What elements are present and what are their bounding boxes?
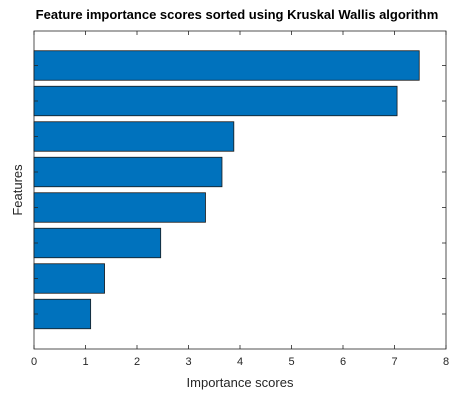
- bars: [33, 50, 420, 330]
- ticks: 0 1 2 3 4 5 6 7 8: [31, 31, 449, 368]
- bar: [33, 227, 162, 259]
- bar: [33, 263, 105, 294]
- x-tick-label: 1: [82, 356, 88, 368]
- x-tick-label: 3: [185, 356, 191, 368]
- x-tick-label: 6: [340, 356, 346, 368]
- bar: [33, 192, 206, 223]
- chart-title: Feature importance scores sorted using K…: [36, 7, 439, 22]
- x-tick-label: 7: [391, 356, 397, 368]
- x-tick-label: 2: [134, 356, 140, 368]
- bar: [33, 298, 92, 330]
- bar: [33, 85, 398, 117]
- x-axis-label: Importance scores: [187, 375, 294, 390]
- x-tick-label: 5: [288, 356, 294, 368]
- y-axis-label: Features: [10, 164, 25, 216]
- x-tick-label: 0: [31, 356, 37, 368]
- bar: [33, 50, 420, 81]
- plot-area: [33, 30, 447, 350]
- x-tick-label: 4: [237, 356, 243, 368]
- x-tick-label: 8: [443, 356, 449, 368]
- bar: [33, 156, 223, 188]
- bar: [33, 121, 235, 152]
